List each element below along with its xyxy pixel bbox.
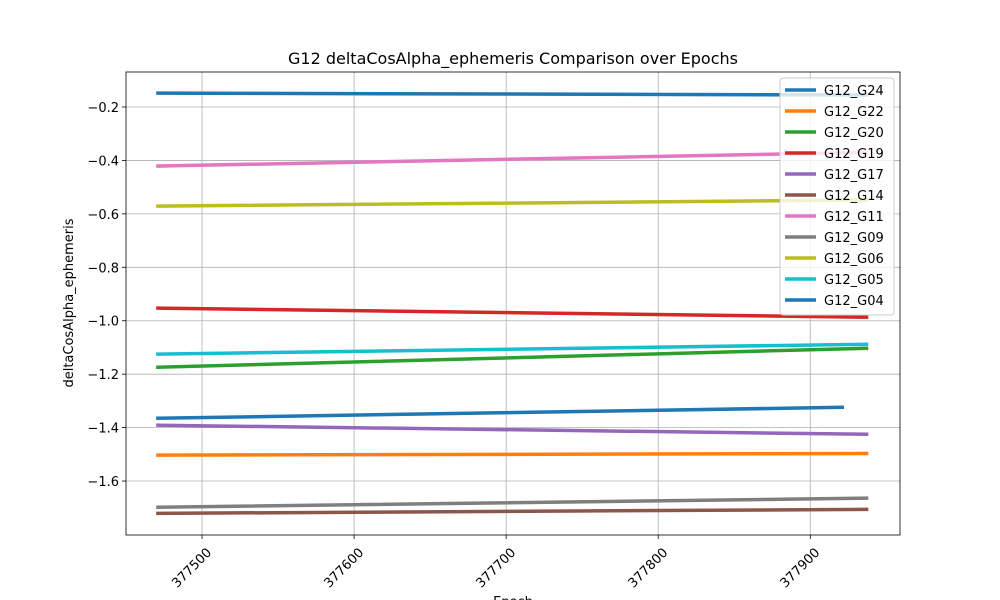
x-tick-label: 377600 xyxy=(321,545,367,591)
x-tick-label: 377900 xyxy=(778,545,824,591)
line-series xyxy=(156,423,869,437)
line-series xyxy=(156,496,869,509)
legend-label: G12_G05 xyxy=(824,273,884,288)
chart-title: G12 deltaCosAlpha_ephemeris Comparison o… xyxy=(288,49,738,69)
legend: G12_G24 G12_G22 G12_G20 G12_G19 G12_G17 G12_G… xyxy=(779,77,895,316)
legend-label: G12_G14 xyxy=(824,189,884,204)
line-series xyxy=(156,346,869,370)
y-tick-label: −0.8 xyxy=(87,261,119,276)
legend-label: G12_G24 xyxy=(824,84,884,99)
line-series xyxy=(156,342,869,356)
legend-label: G12_G09 xyxy=(824,231,884,246)
line-series xyxy=(156,451,869,457)
line-series xyxy=(156,306,869,320)
y-tick-label: −0.6 xyxy=(87,208,119,223)
line-series xyxy=(156,198,869,208)
legend-label: G12_G20 xyxy=(824,126,884,141)
plot-frame xyxy=(125,71,901,536)
line-series xyxy=(156,507,869,516)
line-series xyxy=(156,91,869,97)
x-axis-label: Epoch xyxy=(493,595,533,600)
y-tick-label: −1.0 xyxy=(87,315,119,330)
y-tick-label: −1.4 xyxy=(87,422,119,437)
legend-label: G12_G22 xyxy=(824,105,884,120)
legend-label: G12_G17 xyxy=(824,168,884,183)
y-axis-label: deltaCosAlpha_ephemeris xyxy=(62,218,77,387)
line-series xyxy=(156,405,844,421)
legend-box xyxy=(779,77,895,316)
y-tick-label: −0.2 xyxy=(87,101,119,116)
legend-label: G12_G04 xyxy=(824,294,884,309)
legend-label: G12_G11 xyxy=(824,210,884,225)
x-tick-label: 377500 xyxy=(169,545,215,591)
x-tick-label: 377800 xyxy=(626,545,672,591)
x-tick-label: 377700 xyxy=(473,545,519,591)
line-series xyxy=(156,150,869,168)
legend-label: G12_G19 xyxy=(824,147,884,162)
y-tick-label: −1.6 xyxy=(87,475,119,490)
y-tick-label: −0.4 xyxy=(87,154,119,169)
legend-label: G12_G06 xyxy=(824,252,884,267)
y-tick-label: −1.2 xyxy=(87,368,119,383)
